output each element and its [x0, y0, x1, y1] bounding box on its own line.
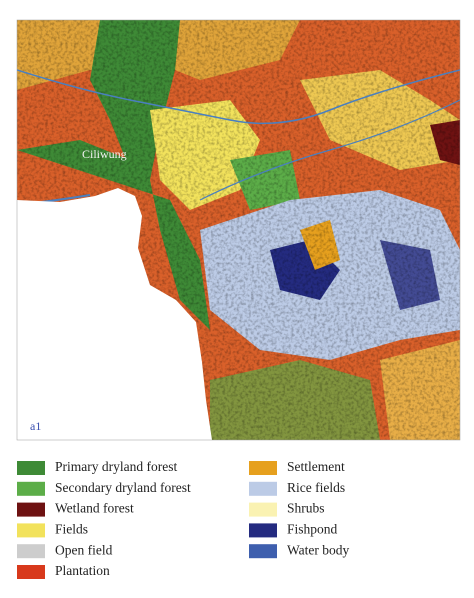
legend-label: Rice fields [287, 480, 345, 495]
legend-swatch [249, 461, 277, 475]
legend-swatch [249, 502, 277, 517]
legend-swatch [17, 502, 45, 517]
legend-swatch [17, 481, 45, 496]
legend-label: Wetland forest [55, 501, 134, 516]
river [199, 99, 460, 201]
legend-swatch [249, 523, 277, 538]
legend-label: Secondary dryland forest [55, 480, 191, 495]
legend-swatch [17, 461, 45, 475]
legend: Primary dryland forest Secondary dryland … [17, 459, 350, 579]
map-frame [16, 19, 461, 441]
panel-label: a1 [30, 419, 41, 433]
legend-label: Fishpond [287, 521, 338, 536]
legend-label: Shrubs [287, 501, 325, 516]
legend-swatch [249, 481, 277, 496]
legend-label: Fields [55, 521, 88, 536]
legend-swatch [249, 544, 277, 559]
river [17, 69, 460, 125]
legend-swatch [17, 565, 45, 579]
legend-label: Plantation [55, 563, 110, 578]
sea [17, 188, 212, 440]
place-label: Ciliwung [82, 147, 127, 161]
legend-label: Water body [287, 542, 350, 557]
legend-label: Primary dryland forest [55, 459, 177, 474]
legend-swatch [17, 544, 45, 559]
legend-label: Settlement [287, 459, 345, 474]
map [17, 20, 460, 440]
legend-label: Open field [55, 542, 113, 557]
legend-swatch [17, 523, 45, 538]
